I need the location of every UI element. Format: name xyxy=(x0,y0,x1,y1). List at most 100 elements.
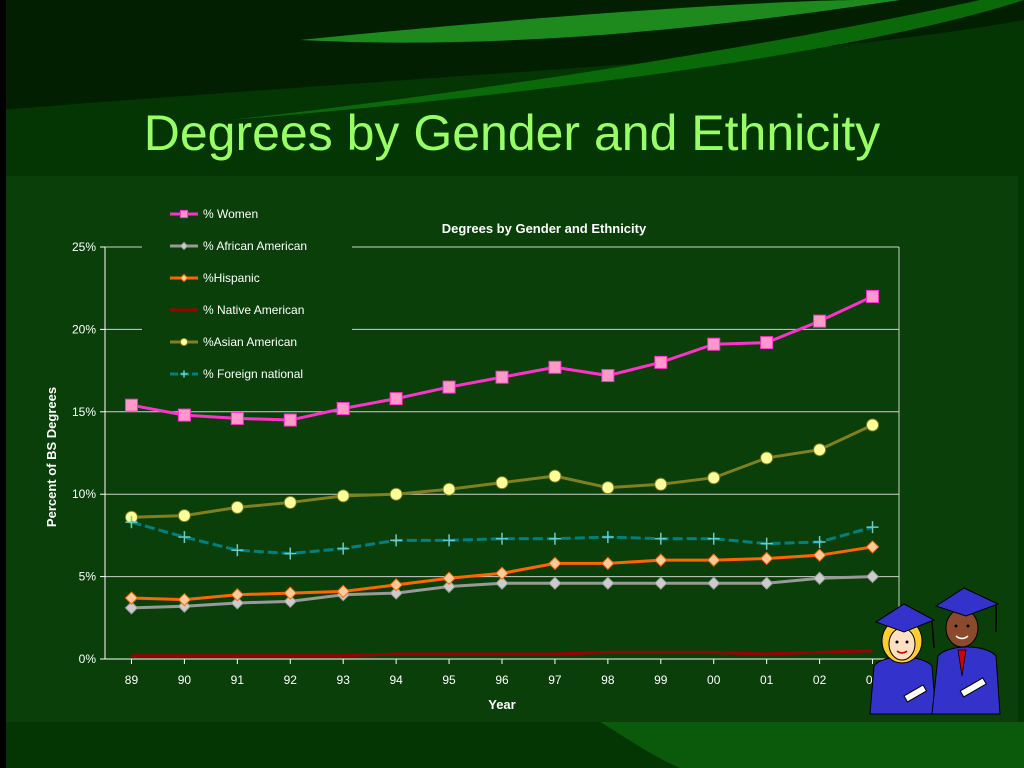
y-tick-label: 5% xyxy=(79,570,97,584)
data-point xyxy=(601,481,615,495)
data-point xyxy=(866,289,880,303)
data-point xyxy=(865,569,880,584)
data-point xyxy=(495,576,509,590)
data-point xyxy=(654,355,668,369)
data-point xyxy=(177,592,192,607)
top-swoosh-light xyxy=(120,0,1024,120)
x-tick-label: 94 xyxy=(389,673,403,687)
data-point xyxy=(390,534,403,547)
legend-label: % Native American xyxy=(203,303,304,317)
graduate-man xyxy=(931,587,1001,715)
series-3 xyxy=(131,649,873,658)
series-line xyxy=(131,423,874,519)
data-point xyxy=(601,369,615,383)
left-edge-bar xyxy=(0,0,6,768)
y-tick-label: 20% xyxy=(72,322,96,336)
legend-label: % Foreign national xyxy=(203,367,303,381)
data-point xyxy=(548,556,562,571)
data-point xyxy=(283,594,297,609)
data-point xyxy=(760,537,773,550)
chart-title: Degrees by Gender and Ethnicity xyxy=(442,221,647,236)
x-tick-label: 89 xyxy=(125,673,139,687)
data-point xyxy=(124,601,139,615)
data-point xyxy=(124,591,139,605)
data-point xyxy=(601,556,615,571)
y-tick-label: 15% xyxy=(72,405,96,419)
x-tick-label: 92 xyxy=(284,673,298,687)
data-point xyxy=(548,360,562,374)
x-tick-label: 97 xyxy=(548,673,562,687)
data-point xyxy=(389,392,403,406)
graduate-woman xyxy=(869,603,937,715)
x-axis-label: Year xyxy=(488,697,515,712)
data-point xyxy=(707,337,721,351)
data-point xyxy=(495,370,509,384)
data-point xyxy=(230,596,245,610)
x-tick-label: 02 xyxy=(813,673,827,687)
legend-entry: % Foreign national xyxy=(170,367,303,381)
x-tick-label: 00 xyxy=(707,673,721,687)
data-point xyxy=(180,370,188,378)
x-tick-label: 95 xyxy=(442,673,456,687)
data-point xyxy=(548,532,561,545)
data-point xyxy=(125,516,138,529)
legend: % Women % African American %Hispanic % Nati… xyxy=(142,200,352,396)
data-point xyxy=(760,451,774,465)
x-tick-label: 98 xyxy=(601,673,615,687)
data-point xyxy=(548,469,562,483)
data-point xyxy=(230,411,244,425)
data-point xyxy=(495,566,509,581)
data-point xyxy=(442,579,456,594)
data-point xyxy=(231,544,244,557)
data-point xyxy=(654,576,668,590)
data-point xyxy=(812,548,827,562)
data-point xyxy=(443,534,456,547)
data-point xyxy=(866,418,880,432)
data-point xyxy=(179,209,189,219)
data-point xyxy=(813,535,826,548)
legend-entry: % Native American xyxy=(170,303,304,317)
x-tick-label: 01 xyxy=(760,673,774,687)
series-lines xyxy=(124,289,880,658)
data-point xyxy=(283,413,297,427)
data-point xyxy=(124,398,138,412)
data-point xyxy=(179,337,189,347)
data-point xyxy=(601,531,614,544)
data-point xyxy=(179,273,189,283)
x-tick-label: 96 xyxy=(495,673,509,687)
series-0 xyxy=(124,289,880,427)
legend-label: %Hispanic xyxy=(203,271,260,285)
series-2 xyxy=(124,540,880,607)
data-point xyxy=(230,500,244,514)
data-point xyxy=(389,578,403,592)
x-tick-label: 91 xyxy=(231,673,245,687)
axes: 0% 5% 10% 15% 20% 25% 89 90 91 92 93 94 95 96 97 98 99 00… xyxy=(72,240,900,687)
legend-entry: %Hispanic xyxy=(170,271,260,285)
data-point xyxy=(759,576,774,590)
data-point xyxy=(654,477,668,491)
data-point xyxy=(389,487,403,501)
data-point xyxy=(337,542,350,555)
x-tick-label: 90 xyxy=(178,673,192,687)
legend-label: %Asian American xyxy=(203,335,297,349)
data-point xyxy=(813,443,827,457)
y-axis-label: Percent of BS Degrees xyxy=(44,387,59,527)
data-point xyxy=(707,576,721,590)
series-line xyxy=(131,649,873,658)
data-point xyxy=(759,551,774,566)
data-point xyxy=(177,408,191,422)
x-tick-label: 99 xyxy=(654,673,668,687)
data-point xyxy=(389,586,403,600)
data-point xyxy=(812,571,827,585)
slide-title: Degrees by Gender and Ethnicity xyxy=(143,105,881,161)
graduates-clipart xyxy=(869,587,1001,715)
data-point xyxy=(548,576,562,590)
data-point xyxy=(865,540,880,554)
data-point xyxy=(442,482,456,496)
data-point xyxy=(707,532,720,545)
data-point xyxy=(442,571,456,585)
y-tick-label: 10% xyxy=(72,487,96,501)
data-point xyxy=(178,531,191,544)
legend-entry: %Asian American xyxy=(170,335,297,349)
series-5 xyxy=(125,516,879,560)
